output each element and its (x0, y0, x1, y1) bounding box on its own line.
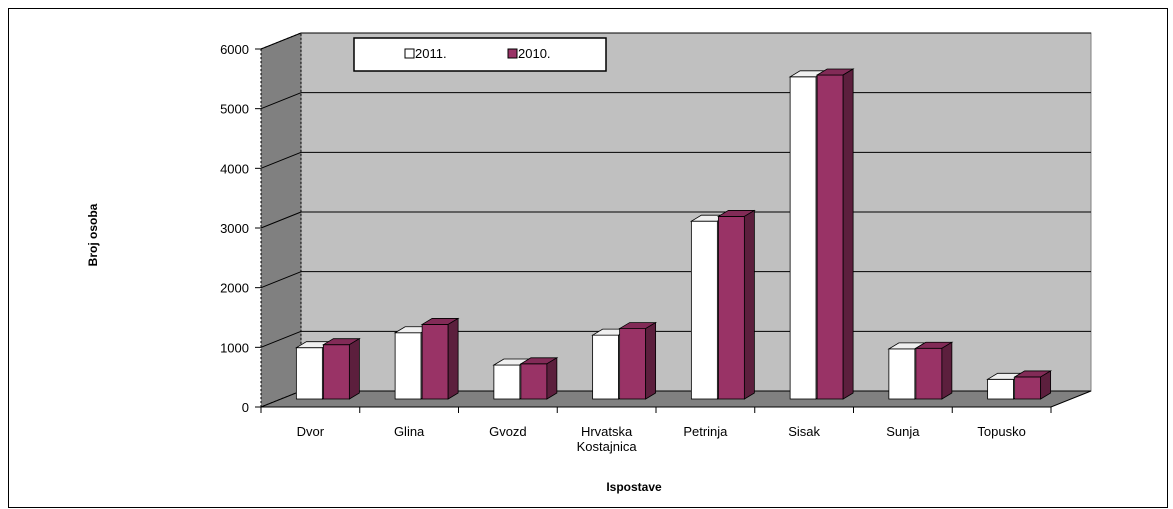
bar-front (619, 328, 647, 400)
y-tick-label: 5000 (220, 102, 249, 117)
y-tick-label: 3000 (220, 221, 249, 236)
bar-side (546, 357, 558, 400)
bar-2010-topusko (1013, 370, 1053, 400)
bar-front (987, 378, 1015, 400)
bar-side (348, 337, 360, 400)
bar-front (1014, 376, 1042, 400)
bar-front (717, 216, 745, 400)
x-tick-label: Dvor (297, 424, 325, 439)
legend-label-2011: 2011. (415, 46, 447, 61)
y-tick-label: 1000 (220, 340, 249, 355)
x-tick-label: Gvozd (489, 424, 527, 439)
bar-2010-sunja (914, 341, 954, 400)
bar-2010-petrinja (716, 209, 756, 400)
bar-2010-sisak (815, 68, 855, 400)
legend-swatch-2011 (404, 48, 415, 59)
gridline-diagonal (260, 330, 302, 348)
x-tick-label: Glina (394, 424, 425, 439)
bars (294, 68, 1053, 400)
bar-front (915, 347, 943, 400)
bar-front (789, 76, 817, 400)
x-axis-title: Ispostave (606, 480, 662, 494)
bar-front (888, 348, 916, 400)
bar-front (520, 363, 548, 400)
x-tick-label: Petrinja (683, 424, 728, 439)
y-tick-label: 0 (242, 400, 249, 415)
y-axis-title: Broj osoba (86, 203, 100, 266)
bar-front (592, 334, 620, 400)
gridline-diagonal (260, 211, 302, 229)
chart-frame: 0 1000 2000 3000 4000 5000 6000 Dvor Glina Gvozd… (8, 8, 1168, 508)
bar-front (295, 347, 323, 400)
y-tick-label: 4000 (220, 161, 249, 176)
gridline-diagonal (260, 92, 302, 110)
gridline-diagonal (260, 32, 302, 50)
bar-2010-dvor (321, 337, 361, 400)
bar-front (816, 74, 844, 400)
bar-2010-hrvatska-kostajnica (618, 321, 658, 400)
bar-front (493, 364, 521, 400)
x-tick-label: Sunja (886, 424, 920, 439)
plot-walls (260, 32, 1092, 408)
bar-side (941, 341, 953, 400)
bar-front (421, 324, 449, 400)
legend-swatch-2010 (507, 48, 518, 59)
gridline-diagonal (260, 151, 302, 169)
x-tick-label: Hrvatska (581, 424, 633, 439)
legend: 2011. 2010. (353, 37, 607, 72)
y-tick-label: 6000 (220, 42, 249, 57)
bar-2010-gvozd (519, 357, 559, 400)
floor (260, 390, 1092, 408)
bar-front (690, 220, 718, 400)
bar-side (447, 317, 459, 400)
gridline-diagonal (260, 271, 302, 289)
bar-front (394, 332, 422, 400)
bar-side (743, 209, 755, 400)
bar-front (322, 344, 350, 400)
legend-box (353, 37, 607, 72)
bar-2010-glina (420, 317, 460, 400)
bar-side (1040, 370, 1052, 400)
x-tick-label: Sisak (788, 424, 820, 439)
legend-label-2010: 2010. (518, 46, 551, 61)
y-tick-label: 2000 (220, 281, 249, 296)
bar-side (645, 321, 657, 400)
x-tick-label: Kostajnica (577, 439, 638, 454)
x-tick-label: Topusko (977, 424, 1025, 439)
bar-side (842, 68, 854, 400)
bar-chart: 0 1000 2000 3000 4000 5000 6000 Dvor Glina Gvozd… (86, 32, 1092, 494)
